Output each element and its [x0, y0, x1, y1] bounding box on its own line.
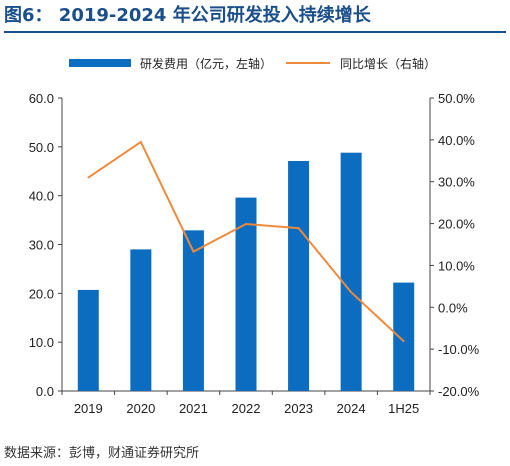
- growth-point: [402, 340, 405, 342]
- left-tick-label: 40.0: [29, 189, 54, 204]
- right-tick-label: -20.0%: [438, 384, 480, 399]
- bar: [235, 197, 257, 391]
- figure-title-row: 图6： 2019-2024 年公司研发投入持续增长: [4, 2, 506, 32]
- right-tick-label: 40.0%: [438, 133, 475, 148]
- right-tick-label: 50.0%: [438, 91, 475, 106]
- bar: [182, 230, 204, 391]
- right-tick-label: -10.0%: [438, 342, 480, 357]
- left-tick-label: 50.0: [29, 140, 54, 155]
- bar: [288, 160, 310, 391]
- left-tick-label: 0.0: [36, 384, 54, 399]
- growth-point: [297, 227, 300, 229]
- left-tick-label: 30.0: [29, 238, 54, 253]
- left-tick-label: 10.0: [29, 335, 54, 350]
- growth-point: [140, 141, 142, 143]
- growth-point: [350, 291, 352, 294]
- bar: [130, 249, 152, 391]
- figure-title: 图6： 2019-2024 年公司研发投入持续增长: [4, 5, 371, 26]
- x-tick-label: 2023: [284, 401, 313, 416]
- bar: [77, 289, 99, 391]
- x-tick-label: 2019: [74, 401, 103, 416]
- legend-line-label: 同比增长（右轴）: [340, 56, 436, 71]
- source-note: 数据来源：彭博，财通证券研究所: [4, 446, 200, 461]
- x-tick-label: 2021: [179, 401, 208, 416]
- x-tick-label: 2024: [337, 401, 366, 416]
- right-tick-label: 30.0%: [438, 175, 475, 190]
- left-tick-label: 60.0: [29, 91, 54, 106]
- bar: [393, 282, 415, 391]
- growth-point: [192, 250, 195, 253]
- right-tick-label: 10.0%: [438, 258, 475, 273]
- bar: [340, 152, 362, 391]
- combo-chart: 研发费用（亿元，左轴） 同比增长（右轴） 0.0 10.0 20.0 30.0 40.0 50…: [29, 56, 480, 416]
- right-tick-label: 0.0%: [438, 300, 468, 315]
- legend-bar-swatch: [69, 59, 131, 67]
- growth-point: [245, 223, 247, 225]
- x-tick-label: 2020: [126, 401, 155, 416]
- right-tick-label: 20.0%: [438, 217, 475, 232]
- left-tick-label: 20.0: [29, 286, 54, 301]
- title-divider: [4, 31, 506, 33]
- x-tick-label: 1H25: [388, 401, 419, 416]
- growth-point: [87, 176, 90, 179]
- x-tick-label: 2022: [232, 401, 261, 416]
- legend-bar-label: 研发费用（亿元，左轴）: [140, 56, 272, 71]
